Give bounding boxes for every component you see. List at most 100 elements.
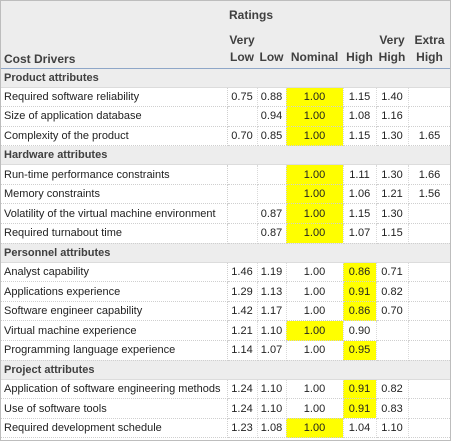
rating-cell-low: 1.13 bbox=[257, 281, 287, 302]
rating-cell-high: 0.95 bbox=[343, 340, 377, 361]
rating-cell-very-high bbox=[376, 320, 409, 342]
rating-cell-low: 1.10 bbox=[257, 398, 287, 419]
rating-cell-high: 0.91 bbox=[343, 379, 377, 400]
cost-driver-name: Memory constraints bbox=[0, 184, 228, 205]
rating-cell-very-high: 1.30 bbox=[376, 164, 409, 185]
table-row: Size of application database 0.94 1.00 1.08… bbox=[0, 106, 451, 127]
cost-driver-name: Virtual machine experience bbox=[0, 320, 228, 342]
rating-cell-very-low: 1.24 bbox=[227, 379, 258, 400]
cost-driver-name: Required turnabout time bbox=[0, 223, 228, 244]
rating-cell-low: 0.87 bbox=[257, 223, 287, 244]
rating-cell-very-low bbox=[227, 106, 258, 127]
ratings-header: Ratings bbox=[227, 0, 451, 30]
section-header-product-attributes: Product attributes bbox=[0, 68, 451, 88]
rating-cell-extra-high: 1.65 bbox=[408, 126, 451, 147]
rating-cell-high: 1.08 bbox=[343, 106, 377, 127]
rating-cell-extra-high bbox=[408, 87, 451, 108]
table-row: Volatility of the virtual machine enviro… bbox=[0, 203, 451, 225]
col-header-line1: Extra bbox=[414, 32, 445, 47]
rating-cell-extra-high bbox=[408, 203, 451, 225]
rating-cell-very-low: 1.14 bbox=[227, 340, 258, 361]
rating-cell-extra-high: 1.66 bbox=[408, 164, 451, 185]
rating-cell-very-low bbox=[227, 223, 258, 244]
rating-cell-low: 1.07 bbox=[257, 340, 287, 361]
rating-cell-low: 1.08 bbox=[257, 418, 287, 439]
rating-cell-low: 1.10 bbox=[257, 379, 287, 400]
rating-cell-low: 1.10 bbox=[257, 320, 287, 342]
rating-cell-very-high: 0.71 bbox=[376, 262, 409, 283]
col-header-low: Low bbox=[257, 30, 286, 69]
table-row: Required software reliability 0.75 0.88 1.0… bbox=[0, 87, 451, 108]
rating-cell-high: 1.06 bbox=[343, 184, 377, 205]
col-header-line2: Low bbox=[230, 49, 254, 64]
rating-cell-extra-high bbox=[408, 379, 451, 400]
rating-cell-low bbox=[257, 184, 287, 205]
rating-cell-very-high: 0.82 bbox=[376, 281, 409, 302]
rating-cell-nominal: 1.00 bbox=[286, 301, 344, 322]
rating-cell-low bbox=[257, 164, 287, 185]
rating-cell-extra-high bbox=[408, 301, 451, 322]
section-header-project-attributes: Project attributes bbox=[0, 360, 451, 380]
col-header-line2: Low bbox=[259, 49, 284, 64]
cost-driver-name: Required software reliability bbox=[0, 87, 228, 108]
rating-cell-high: 0.90 bbox=[343, 320, 377, 342]
col-header-nominal: Nominal bbox=[286, 30, 343, 69]
table-row: Use of software tools 1.24 1.10 1.00 0.91 0.8… bbox=[0, 398, 451, 419]
rating-cell-extra-high bbox=[408, 281, 451, 302]
cost-driver-name: Required development schedule bbox=[0, 418, 228, 439]
rating-cell-very-low: 1.23 bbox=[227, 418, 258, 439]
col-header-line2: Nominal bbox=[290, 49, 339, 64]
rating-cell-high: 1.07 bbox=[343, 223, 377, 244]
section-title: Personnel attributes bbox=[0, 243, 451, 263]
rating-cell-high: 1.04 bbox=[343, 418, 377, 439]
rating-cell-very-high: 1.16 bbox=[376, 106, 409, 127]
cost-driver-name: Complexity of the product bbox=[0, 126, 228, 147]
cost-driver-name: Run-time performance constraints bbox=[0, 164, 228, 185]
rating-cell-high: 1.11 bbox=[343, 164, 377, 185]
rating-cell-low: 1.17 bbox=[257, 301, 287, 322]
rating-cell-very-low: 1.46 bbox=[227, 262, 258, 283]
rating-cell-very-low: 1.24 bbox=[227, 398, 258, 419]
rating-cell-extra-high bbox=[408, 320, 451, 342]
col-header-very-high: Very High bbox=[376, 30, 408, 69]
rating-cell-very-low: 1.29 bbox=[227, 281, 258, 302]
table-row: Analyst capability 1.46 1.19 1.00 0.86 0.71 bbox=[0, 262, 451, 283]
rating-cell-low: 0.88 bbox=[257, 87, 287, 108]
rating-cell-nominal: 1.00 bbox=[286, 126, 344, 147]
col-header-line1: Very bbox=[379, 32, 405, 47]
rating-cell-very-low: 0.70 bbox=[227, 126, 258, 147]
rating-cell-very-high bbox=[376, 340, 409, 361]
section-title: Project attributes bbox=[0, 360, 451, 380]
rating-cell-very-high: 0.70 bbox=[376, 301, 409, 322]
col-header-line2: High bbox=[416, 49, 443, 64]
section-header-personnel-attributes: Personnel attributes bbox=[0, 243, 451, 263]
rating-cell-nominal: 1.00 bbox=[286, 379, 344, 400]
rating-cell-nominal: 1.00 bbox=[286, 340, 344, 361]
rating-cell-very-high: 1.15 bbox=[376, 223, 409, 244]
table-row: Memory constraints 1.00 1.06 1.21 1.56 bbox=[0, 184, 451, 205]
section-title: Hardware attributes bbox=[0, 145, 451, 166]
rating-cell-high: 0.86 bbox=[343, 262, 377, 283]
table-row: Required turnabout time 0.87 1.00 1.07 1.15 bbox=[0, 223, 451, 244]
cost-driver-name: Software engineer capability bbox=[0, 301, 228, 322]
rating-cell-extra-high bbox=[408, 418, 451, 439]
rating-cell-high: 0.86 bbox=[343, 301, 377, 322]
rating-cell-very-low: 0.75 bbox=[227, 87, 258, 108]
table-header: Ratings Cost Drivers Very Low Low Nominal… bbox=[0, 0, 451, 69]
rating-cell-low: 0.94 bbox=[257, 106, 287, 127]
cost-driver-name: Applications experience bbox=[0, 281, 228, 302]
table-body: Product attributes Required software reli… bbox=[0, 68, 451, 439]
col-header-line1: Very bbox=[229, 32, 255, 47]
table-row: Applications experience 1.29 1.13 1.00 0.91 0… bbox=[0, 281, 451, 302]
col-header-extra-high: Extra High bbox=[408, 30, 451, 69]
rating-cell-very-high: 1.21 bbox=[376, 184, 409, 205]
section-header-hardware-attributes: Hardware attributes bbox=[0, 145, 451, 166]
rating-cell-extra-high bbox=[408, 223, 451, 244]
rating-cell-very-high: 1.30 bbox=[376, 126, 409, 147]
col-header-line2: High bbox=[346, 49, 373, 64]
rating-cell-very-high: 1.40 bbox=[376, 87, 409, 108]
rating-cell-high: 0.91 bbox=[343, 281, 377, 302]
rating-cell-nominal: 1.00 bbox=[286, 262, 344, 283]
rating-cell-very-high: 0.83 bbox=[376, 398, 409, 419]
